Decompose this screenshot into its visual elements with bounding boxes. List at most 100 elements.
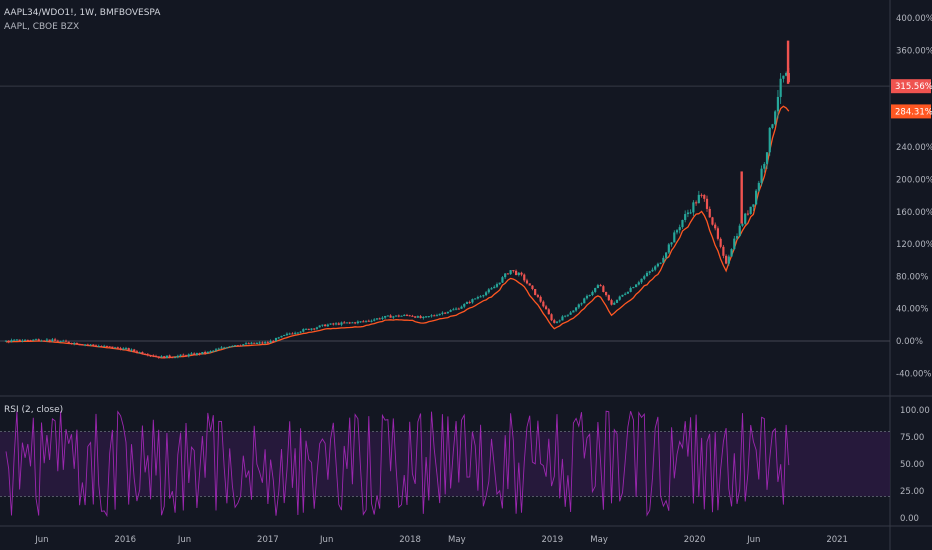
candle-body: [378, 318, 381, 320]
rsi-tick-label: 50.00: [900, 460, 924, 470]
candle-body: [550, 314, 553, 321]
y-tick-label: 360.00%: [896, 46, 932, 56]
candle-body: [659, 262, 662, 264]
candle-body: [225, 347, 229, 349]
candle-body: [446, 311, 449, 314]
candle-body: [43, 340, 46, 342]
candle-body: [727, 256, 730, 264]
x-tick-label: Jun: [319, 535, 333, 545]
rsi-tick-label: 100.00: [900, 406, 930, 416]
candle-body: [174, 357, 177, 359]
candle-body: [135, 351, 139, 353]
comparison-series-legend[interactable]: AAPL, CBOE BZX: [4, 22, 80, 32]
candle-body: [318, 325, 321, 328]
candle-body: [615, 299, 619, 303]
candle-body: [220, 347, 223, 349]
candle-body: [588, 295, 591, 297]
candle-body: [645, 272, 649, 277]
candle-body: [749, 206, 752, 214]
candle-body: [78, 344, 81, 346]
main-series-legend[interactable]: AAPL34/WDO1!, 1W, BMFBOVESPA: [4, 8, 161, 18]
candle-body: [280, 335, 283, 338]
candle-body: [195, 353, 199, 355]
candle-body: [741, 223, 744, 226]
candle-body: [266, 342, 269, 344]
candle-body: [405, 314, 409, 316]
candle-body: [239, 345, 242, 347]
candle-body: [367, 320, 370, 322]
candle-body: [291, 333, 294, 335]
candle-body: [703, 194, 706, 199]
candle-body: [776, 96, 780, 112]
candle-body: [733, 238, 736, 250]
candle-body: [547, 309, 550, 315]
y-tick-label: 400.00%: [896, 14, 932, 24]
candle-body: [474, 298, 477, 300]
y-tick-label: 120.00%: [896, 240, 932, 250]
candle-body: [553, 320, 556, 323]
candle-body: [272, 340, 275, 342]
candle-body: [81, 344, 84, 346]
candle-body: [495, 284, 499, 287]
candle-body: [212, 350, 215, 352]
candle-body: [242, 344, 245, 346]
candle-body: [381, 317, 384, 319]
candle-body: [484, 292, 488, 296]
candle-body: [757, 182, 760, 191]
candle-body: [752, 204, 755, 207]
candle-body: [599, 285, 602, 287]
candle-body: [490, 288, 493, 290]
y-tick-label: -40.00%: [896, 369, 931, 379]
candle-body: [26, 339, 29, 341]
candle-body: [127, 348, 130, 351]
rsi-tick-label: 75.00: [900, 433, 924, 443]
candle-body: [255, 343, 259, 345]
candle-body: [468, 302, 471, 304]
candle-body: [326, 324, 329, 327]
candle-body: [21, 340, 24, 342]
candle-body: [517, 272, 520, 276]
rsi-legend[interactable]: RSI (2, close): [4, 405, 64, 415]
candle-body: [386, 315, 389, 317]
candle-body: [340, 322, 343, 325]
candle-body: [525, 280, 529, 284]
candle-body: [725, 255, 728, 264]
candle-body: [651, 269, 654, 272]
y-tick-label: 160.00%: [896, 208, 932, 218]
candle-body: [411, 315, 414, 317]
candle-body: [108, 346, 111, 348]
candle-body: [141, 352, 144, 354]
candle-body: [520, 272, 523, 275]
candle-body: [771, 124, 774, 128]
candle-body: [681, 219, 684, 228]
candle-body: [509, 270, 512, 275]
candle-body: [23, 339, 27, 341]
candle-body: [637, 282, 640, 285]
candle-body: [187, 354, 190, 357]
candle-body: [370, 320, 373, 322]
candle-body: [684, 214, 687, 220]
candle-body: [536, 295, 539, 297]
candle-body: [67, 341, 70, 344]
candle-body: [315, 327, 319, 329]
candle-body: [613, 302, 616, 305]
candle-body: [585, 295, 589, 299]
candle-body: [138, 352, 141, 354]
candle-body: [48, 339, 51, 342]
candle-body: [430, 315, 433, 317]
candle-body: [70, 343, 73, 345]
candle-body: [324, 324, 327, 327]
candle-body: [460, 306, 463, 309]
candle-body: [296, 332, 299, 334]
candle-body: [75, 342, 79, 345]
y-tick-label: 40.00%: [896, 305, 928, 315]
candle-body: [629, 288, 632, 292]
candle-body: [114, 347, 117, 349]
candle-body: [285, 333, 289, 335]
candle-body: [165, 355, 169, 359]
candle-body: [348, 322, 351, 324]
candle-body: [105, 345, 109, 347]
x-tick-label: Jun: [746, 535, 760, 545]
candle-body: [760, 168, 763, 183]
